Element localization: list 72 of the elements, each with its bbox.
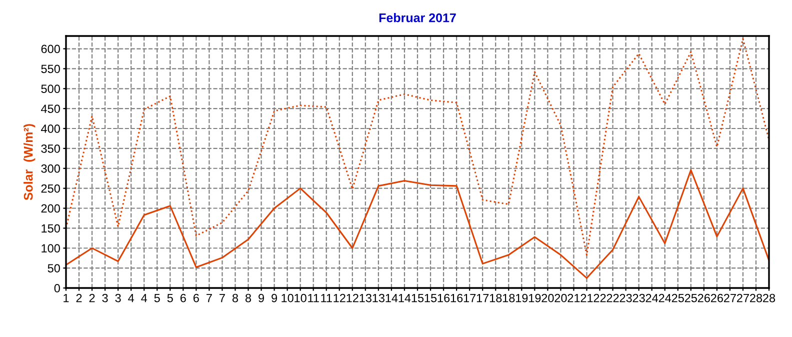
y-tick-label: 200	[41, 204, 60, 213]
x-tick-label: 27	[736, 294, 749, 302]
y-tick-label: 450	[41, 104, 60, 113]
x-tick-label: 17	[464, 294, 476, 302]
x-tick-label: 7	[206, 294, 212, 302]
y-tick-label: 300	[41, 164, 60, 173]
x-tick-label: 18	[502, 294, 515, 302]
y-tick-label: 350	[41, 144, 60, 153]
x-tick-label: 9	[258, 294, 264, 302]
x-tick-label: 25	[684, 294, 697, 302]
x-tick-label: 10	[282, 294, 294, 302]
x-tick-label: 21	[568, 294, 580, 302]
x-tick-label: 10	[294, 294, 306, 302]
x-tick-label: 20	[542, 294, 554, 302]
x-tick-label: 4	[141, 294, 148, 302]
y-axis-title: Solar (W/m²)	[24, 124, 36, 200]
line-series	[66, 38, 769, 256]
x-tick-label: 24	[646, 294, 658, 302]
y-tick-label: 600	[41, 44, 60, 54]
x-tick-label: 20	[554, 294, 567, 302]
x-tick-label: 16	[450, 294, 463, 302]
y-tick-label: 550	[41, 64, 60, 74]
x-tick-label: 26	[698, 294, 710, 302]
x-tick-label: 13	[372, 294, 384, 302]
x-tick-label: 3	[115, 294, 121, 302]
x-tick-label: 19	[516, 294, 528, 302]
x-tick-label: 2	[76, 294, 82, 302]
x-tick-label: 2	[89, 294, 95, 302]
x-tick-label: 17	[476, 294, 489, 302]
x-tick-label: 26	[710, 294, 723, 302]
x-tick-label: 16	[438, 294, 450, 302]
line-series	[66, 169, 769, 279]
x-tick-label: 11	[321, 294, 332, 302]
x-tick-label: 14	[398, 294, 411, 302]
y-tick-label: 250	[41, 184, 60, 193]
x-tick-label: 14	[386, 294, 398, 302]
x-tick-label: 19	[529, 294, 541, 302]
x-tick-label: 9	[272, 294, 278, 302]
x-tick-label: 8	[232, 294, 238, 302]
x-tick-label: 21	[580, 294, 593, 302]
x-tick-label: 7	[220, 294, 225, 302]
y-tick-label: 50	[48, 264, 60, 272]
x-tick-label: 28	[763, 294, 776, 302]
x-tick-label: 13	[360, 294, 372, 302]
x-tick-label: 4	[128, 294, 134, 302]
x-tick-label: 22	[606, 294, 619, 302]
x-tick-label: 5	[167, 294, 173, 302]
x-tick-label: 18	[490, 294, 502, 302]
x-tick-label: 3	[102, 294, 108, 302]
x-tick-label: 12	[334, 294, 346, 302]
y-tick-label: 400	[41, 124, 60, 133]
x-tick-label: 28	[750, 294, 762, 302]
x-tick-label: 23	[632, 294, 645, 302]
x-tick-label: 11	[308, 294, 319, 302]
x-tick-label: 23	[620, 294, 632, 302]
x-tick-label: 5	[154, 294, 160, 302]
x-tick-label: 22	[594, 294, 606, 302]
y-tick-label: 100	[42, 244, 60, 253]
y-tick-label: 0	[54, 284, 60, 292]
x-tick-label: 27	[724, 294, 736, 302]
x-tick-label: 6	[194, 294, 199, 302]
y-tick-label: 150	[42, 224, 60, 233]
x-tick-label: 15	[424, 294, 437, 302]
x-tick-label: 1	[64, 294, 69, 302]
chart-title: Februar 2017	[379, 13, 456, 22]
x-tick-label: 24	[658, 294, 672, 302]
y-tick-label: 500	[41, 84, 60, 94]
x-tick-label: 8	[245, 294, 252, 302]
x-tick-label: 6	[180, 294, 186, 302]
x-tick-label: 25	[672, 294, 684, 302]
x-tick-label: 15	[412, 294, 424, 302]
x-tick-label: 12	[346, 294, 358, 302]
